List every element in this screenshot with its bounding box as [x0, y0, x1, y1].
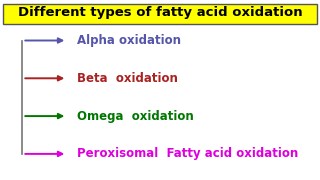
Text: Omega  oxidation: Omega oxidation [77, 110, 194, 123]
Text: Different types of fatty acid oxidation: Different types of fatty acid oxidation [18, 6, 302, 19]
Text: Peroxisomal  Fatty acid oxidation: Peroxisomal Fatty acid oxidation [77, 147, 298, 160]
Text: Alpha oxidation: Alpha oxidation [77, 34, 181, 47]
Text: Beta  oxidation: Beta oxidation [77, 72, 178, 85]
FancyBboxPatch shape [3, 4, 317, 24]
